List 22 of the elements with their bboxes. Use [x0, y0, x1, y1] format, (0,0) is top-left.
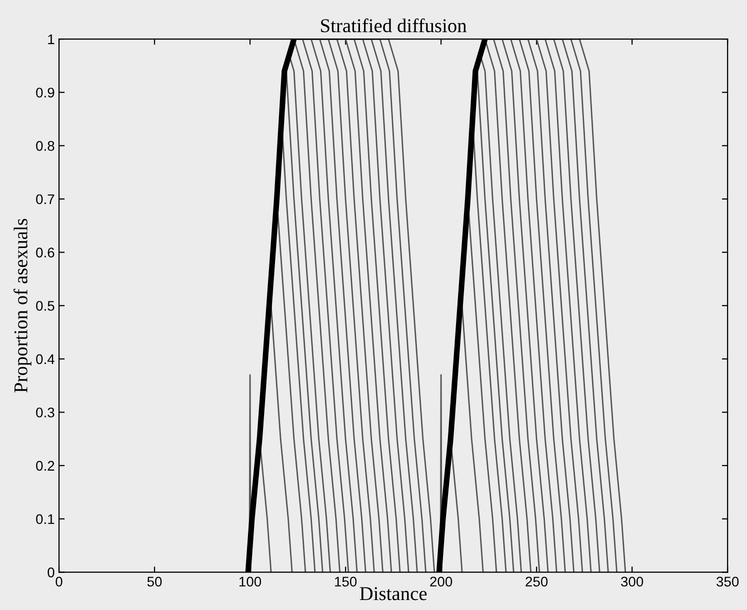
y-tick-label: 0.6 — [36, 248, 54, 258]
x-tick-label: 250 — [526, 576, 548, 587]
x-tick-label: 200 — [430, 576, 452, 587]
y-tick-label: 0.3 — [36, 408, 54, 418]
x-tick-label: 50 — [147, 576, 162, 587]
y-tick-label: 0.2 — [36, 460, 54, 471]
y-tick-label: 1 — [48, 34, 54, 44]
y-tick-label: 0.5 — [36, 300, 54, 311]
y-tick-label: 0.9 — [36, 88, 54, 98]
y-tick-label: 0.4 — [36, 354, 54, 364]
x-tick-label: 350 — [716, 576, 739, 587]
x-tick-label: 100 — [240, 576, 262, 587]
y-tick-label: 0.8 — [36, 141, 54, 151]
y-tick-label: 0 — [48, 568, 54, 578]
chart-title: Stratified diffusion — [321, 18, 467, 32]
x-tick-label: 150 — [335, 576, 357, 587]
x-axis-title: Distance — [360, 587, 427, 600]
x-tick-label: 0 — [56, 576, 62, 587]
y-tick-label: 0.7 — [36, 194, 54, 204]
y-tick-label: 0.1 — [36, 514, 54, 524]
y-axis-title: Proportion of asexuals — [14, 218, 32, 393]
x-tick-label: 300 — [621, 576, 644, 587]
